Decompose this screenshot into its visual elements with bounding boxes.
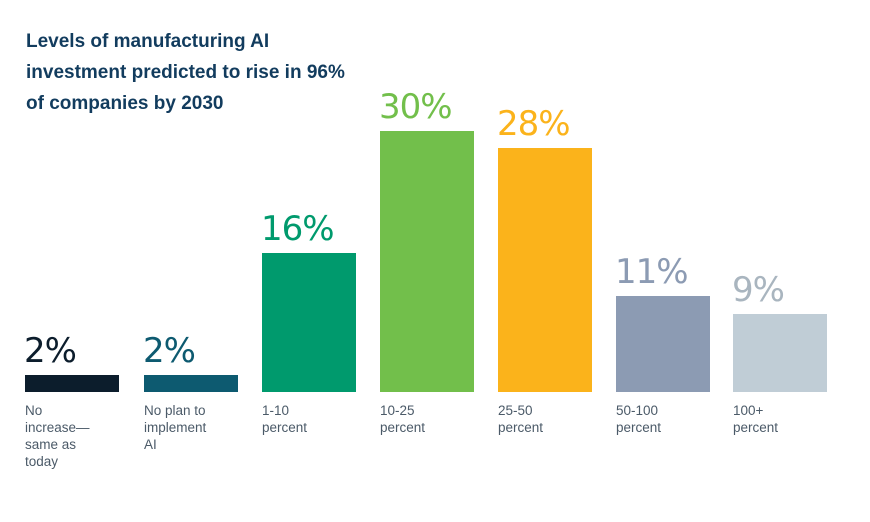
data-label: 30% bbox=[379, 87, 453, 127]
category-label-line: implement bbox=[144, 420, 207, 435]
category-label: 10-25 percent bbox=[380, 402, 490, 436]
category-label-line: percent bbox=[498, 420, 544, 435]
data-label: 9% bbox=[732, 269, 785, 310]
category-label-line: 1-10 bbox=[262, 403, 290, 418]
category-label: No plan to implement AI bbox=[144, 402, 254, 453]
category-label: No increase— same as today bbox=[25, 402, 135, 470]
category-label-line: today bbox=[25, 454, 59, 469]
category-label-line: same as bbox=[25, 437, 77, 452]
category-label-line: percent bbox=[616, 420, 662, 435]
bar bbox=[380, 131, 474, 392]
bar bbox=[616, 296, 710, 392]
bar bbox=[498, 148, 592, 392]
category-label-line: 25-50 bbox=[498, 403, 533, 418]
category-label-line: increase— bbox=[25, 420, 90, 435]
category-label-line: percent bbox=[262, 420, 308, 435]
category-label-line: No plan to bbox=[144, 403, 206, 418]
category-label-line: 100+ bbox=[733, 403, 764, 418]
category-label-line: 50-100 bbox=[616, 403, 659, 418]
category-label: 100+ percent bbox=[733, 402, 843, 436]
category-label: 25-50 percent bbox=[498, 402, 608, 436]
data-label: 2% bbox=[143, 330, 196, 371]
data-label: 28% bbox=[497, 104, 571, 145]
category-label-line: 10-25 bbox=[380, 403, 415, 418]
category-label: 50-100 percent bbox=[616, 402, 726, 436]
bar bbox=[25, 374, 119, 392]
data-label: 16% bbox=[261, 208, 335, 249]
category-label: 1-10 percent bbox=[262, 402, 372, 436]
bar bbox=[733, 313, 827, 392]
category-label-line: percent bbox=[380, 420, 426, 435]
category-label-line: AI bbox=[144, 437, 157, 452]
data-label: 11% bbox=[615, 252, 689, 293]
category-label-line: percent bbox=[733, 420, 779, 435]
bar bbox=[262, 252, 356, 392]
category-label-line: No bbox=[25, 403, 43, 418]
chart-title: Levels of manufacturing AI investment pr… bbox=[26, 31, 345, 114]
bar bbox=[144, 374, 238, 392]
data-label: 2% bbox=[24, 330, 77, 371]
